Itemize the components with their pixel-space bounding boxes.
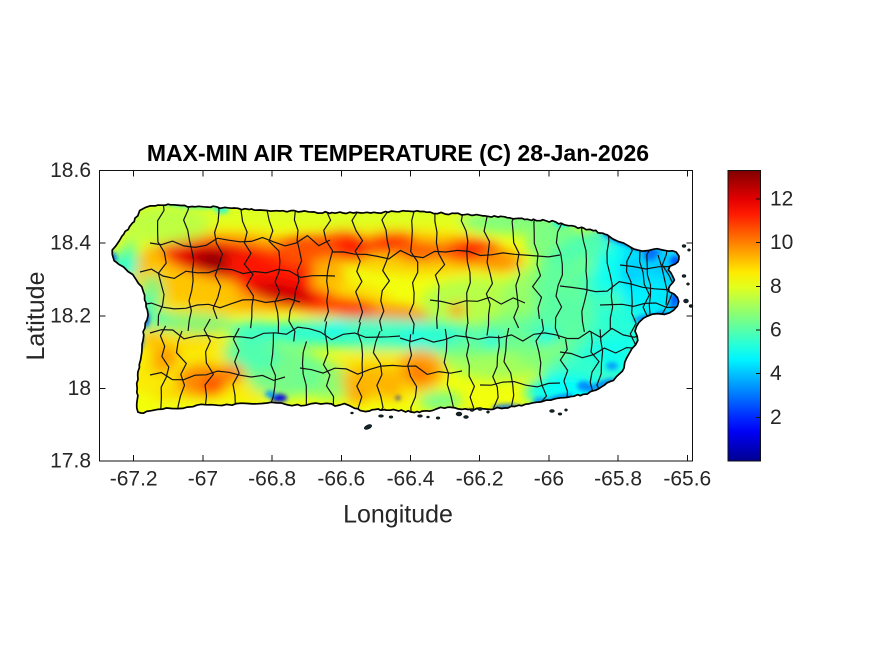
svg-text:8: 8 bbox=[770, 275, 782, 298]
svg-text:-66.8: -66.8 bbox=[248, 468, 296, 491]
svg-text:Latitude: Latitude bbox=[22, 272, 50, 361]
svg-text:MAX-MIN AIR TEMPERATURE (C) 28: MAX-MIN AIR TEMPERATURE (C) 28-Jan-2026 bbox=[147, 140, 649, 166]
svg-text:Longitude: Longitude bbox=[343, 501, 453, 529]
svg-text:-66: -66 bbox=[534, 468, 564, 491]
svg-text:-67: -67 bbox=[188, 468, 218, 491]
svg-text:18.4: 18.4 bbox=[50, 232, 91, 255]
svg-text:18.6: 18.6 bbox=[50, 159, 91, 182]
svg-text:-66.2: -66.2 bbox=[456, 468, 504, 491]
svg-text:6: 6 bbox=[770, 318, 782, 341]
svg-text:18: 18 bbox=[68, 377, 91, 400]
svg-text:-65.8: -65.8 bbox=[594, 468, 642, 491]
svg-text:2: 2 bbox=[770, 406, 782, 429]
svg-text:12: 12 bbox=[770, 187, 793, 210]
svg-text:-66.4: -66.4 bbox=[387, 468, 435, 491]
svg-text:-67.2: -67.2 bbox=[110, 468, 158, 491]
svg-text:10: 10 bbox=[770, 231, 793, 254]
svg-text:17.8: 17.8 bbox=[50, 450, 91, 473]
svg-text:18.2: 18.2 bbox=[50, 304, 91, 327]
svg-text:4: 4 bbox=[770, 362, 782, 385]
svg-text:-65.6: -65.6 bbox=[663, 468, 711, 491]
svg-text:-66.6: -66.6 bbox=[317, 468, 365, 491]
